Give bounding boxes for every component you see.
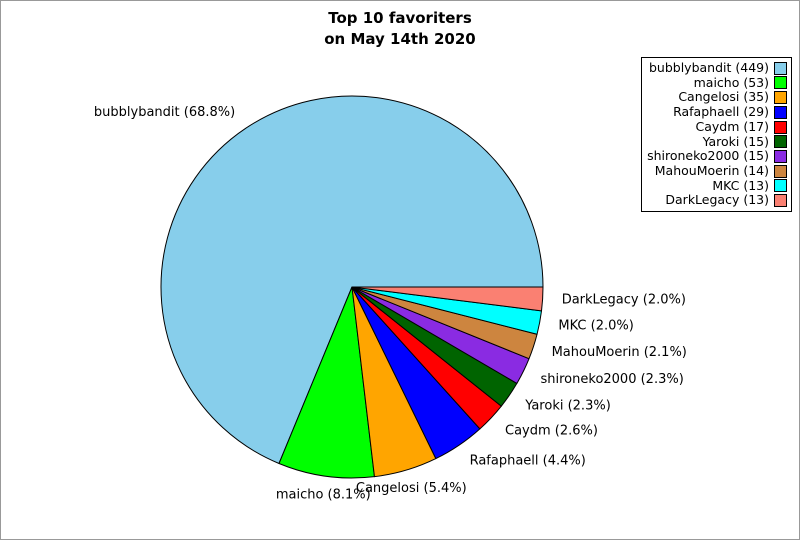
legend-label: maicho (53): [693, 74, 769, 90]
legend-item-shironeko2000: shironeko2000 (15): [646, 148, 787, 164]
legend-item-maicho: maicho (53): [646, 74, 787, 90]
pie-slice-bubblybandit: [160, 95, 544, 464]
chart-title: Top 10 favoriters on May 14th 2020: [1, 8, 799, 50]
legend-item-Caydm: Caydm (17): [646, 118, 787, 134]
legend-swatch: [774, 150, 787, 164]
slice-label-MKC: MKC (2.0%): [558, 319, 633, 334]
legend-label: Cangelosi (35): [678, 89, 769, 105]
legend-swatch: [774, 76, 787, 90]
legend-label: MKC (13): [712, 177, 769, 193]
legend-item-DarkLegacy: DarkLegacy (13): [646, 192, 787, 208]
legend-swatch: [774, 61, 787, 75]
pie-slice-DarkLegacy: [351, 286, 544, 312]
chart-title-line1: Top 10 favoriters: [328, 9, 472, 27]
legend-label: DarkLegacy (13): [665, 192, 769, 208]
slice-label-shironeko2000: shironeko2000 (2.3%): [541, 372, 684, 387]
legend-label: MahouMoerin (14): [654, 163, 769, 178]
legend: bubblybandit (449) maicho (53) Cangelosi (…: [641, 57, 792, 212]
legend-swatch: [774, 194, 787, 208]
legend-label: Yaroki (15): [702, 133, 769, 149]
slice-label-maicho: maicho (8.1%): [276, 488, 371, 503]
legend-swatch: [774, 164, 787, 178]
pie-slice-maicho: [278, 286, 375, 479]
legend-item-MahouMoerin: MahouMoerin (14): [646, 163, 787, 178]
slice-label-bubblybandit: bubblybandit (68.8%): [94, 105, 235, 120]
legend-item-Cangelosi: Cangelosi (35): [646, 89, 787, 105]
legend-item-Yaroki: Yaroki (15): [646, 133, 787, 149]
legend-label: shironeko2000 (15): [647, 148, 769, 164]
legend-label: Caydm (17): [695, 118, 769, 134]
legend-item-bubblybandit: bubblybandit (449): [646, 59, 787, 75]
legend-swatch: [774, 135, 787, 149]
legend-swatch: [774, 91, 787, 105]
slice-label-DarkLegacy: DarkLegacy (2.0%): [562, 293, 686, 308]
legend-label: bubblybandit (449): [648, 59, 769, 75]
slice-label-Yaroki: Yaroki (2.3%): [524, 398, 611, 413]
chart-title-line2: on May 14th 2020: [324, 30, 476, 48]
slice-label-Caydm: Caydm (2.6%): [505, 424, 598, 439]
legend-swatch: [774, 105, 787, 119]
legend-swatch: [774, 179, 787, 193]
slice-label-Rafaphaell: Rafaphaell (4.4%): [470, 454, 586, 469]
legend-swatch: [774, 120, 787, 134]
legend-item-Rafaphaell: Rafaphaell (29): [646, 106, 787, 119]
legend-item-MKC: MKC (13): [646, 177, 787, 193]
slice-label-Cangelosi: Cangelosi (5.4%): [356, 481, 467, 496]
slice-label-MahouMoerin: MahouMoerin (2.1%): [552, 345, 687, 360]
legend-label: Rafaphaell (29): [673, 104, 769, 120]
